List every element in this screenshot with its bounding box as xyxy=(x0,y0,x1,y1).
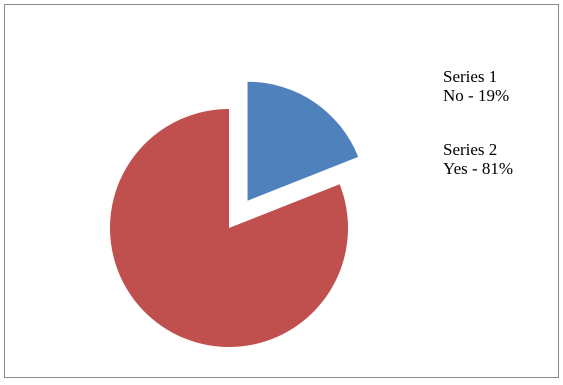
pie-slice-yes xyxy=(110,109,349,347)
slice-value-label: No - 19% xyxy=(443,86,510,105)
series-name-label: Series 2 xyxy=(443,140,498,159)
series-name-label: Series 1 xyxy=(443,67,498,86)
data-label-yes: Series 2 Yes - 81% xyxy=(443,140,513,178)
data-label-no: Series 1 No - 19% xyxy=(443,67,509,105)
slice-value-label: Yes - 81% xyxy=(443,159,514,178)
pie-slice-no xyxy=(247,81,359,201)
